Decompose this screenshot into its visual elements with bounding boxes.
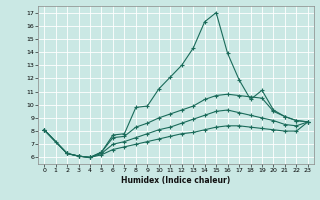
X-axis label: Humidex (Indice chaleur): Humidex (Indice chaleur) bbox=[121, 176, 231, 185]
